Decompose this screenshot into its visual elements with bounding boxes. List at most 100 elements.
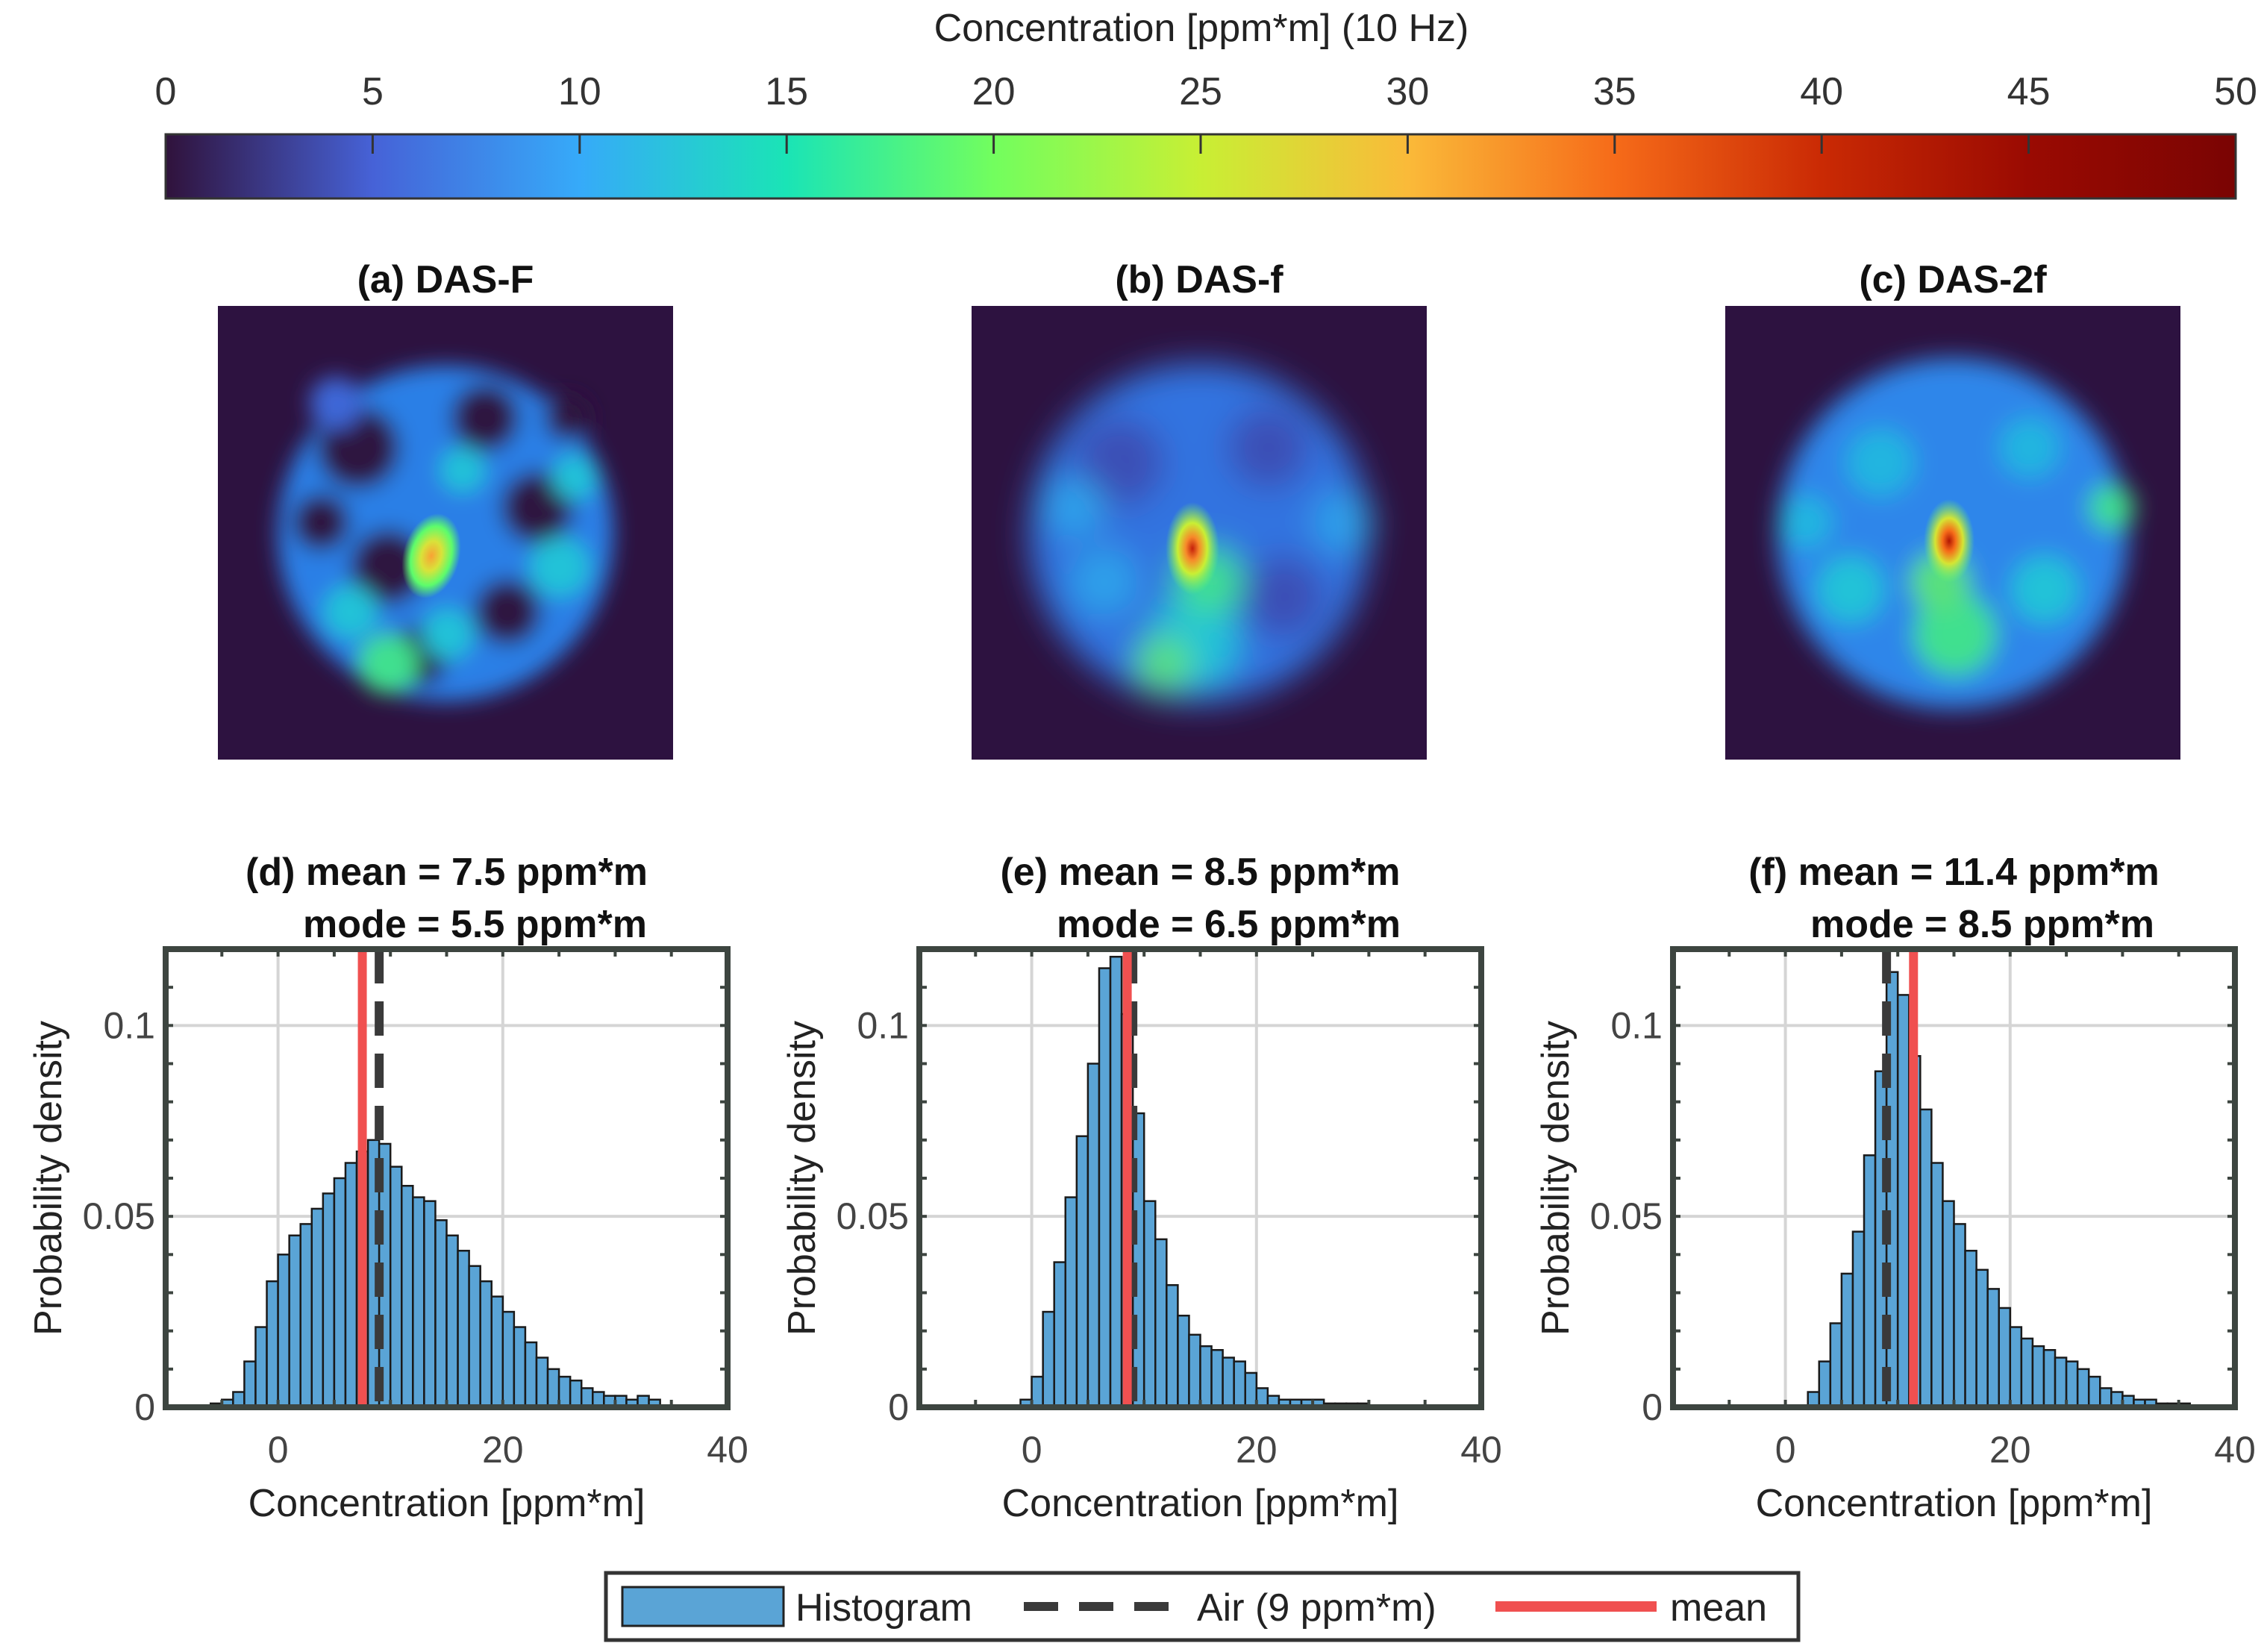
map-a-title: (a) DAS-F	[357, 258, 534, 301]
y-tick-label: 0.05	[83, 1195, 155, 1237]
x-tick-label: 40	[707, 1429, 748, 1471]
colorbar-tick-labels: 0 5 10 15 20 25 30 35 40 45 50	[155, 70, 2257, 113]
histogram-bar	[389, 1166, 403, 1409]
histogram-bar	[1829, 1322, 1843, 1409]
histogram-bar	[277, 1254, 290, 1409]
histogram-bar	[1098, 967, 1112, 1409]
colorbar-tick-label: 50	[2214, 70, 2257, 113]
histogram-bar	[1042, 1310, 1055, 1409]
histogram-bar	[2065, 1360, 2079, 1409]
histogram-bar	[288, 1234, 301, 1409]
histogram-bar	[2009, 1326, 2023, 1409]
map-c-field	[1777, 358, 2134, 709]
histogram-bar	[412, 1196, 425, 1409]
histogram-bar	[524, 1341, 538, 1409]
map-a: (a) DAS-F	[218, 258, 673, 760]
x-tick-label: 20	[1989, 1429, 2031, 1471]
histogram-bar	[2042, 1349, 2057, 1409]
histogram-title-line1: (f) mean = 11.4 ppm*m	[1748, 851, 2160, 894]
histogram-bar	[1166, 1284, 1179, 1409]
map-b: (b) DAS-f	[972, 258, 1427, 760]
histogram-title-line2: mode = 6.5 ppm*m	[1057, 903, 1401, 946]
histogram-bar	[333, 1177, 347, 1409]
x-tick-label: 0	[268, 1429, 289, 1471]
histogram-bar	[1863, 1154, 1877, 1409]
histogram-bar	[401, 1184, 414, 1409]
colorbar-tick-label: 15	[765, 70, 808, 113]
x-tick-label: 40	[2214, 1429, 2256, 1471]
x-tick-label: 40	[1460, 1429, 1502, 1471]
histogram-bar	[266, 1280, 279, 1409]
histogram-bar	[1064, 1196, 1078, 1409]
histogram-bar	[1188, 1333, 1201, 1409]
y-tick-label: 0.1	[857, 1004, 909, 1046]
x-axis-label: Concentration [ppm*m]	[1756, 1482, 2153, 1525]
histogram-bar	[299, 1223, 313, 1409]
colorbar-title: Concentration [ppm*m] (10 Hz)	[934, 7, 1469, 50]
histogram-bar	[434, 1219, 448, 1409]
histogram-e: (e) mean = 8.5 ppm*m mode = 6.5 ppm*m 0 20 4…	[781, 851, 1502, 1525]
histogram-bar	[1930, 1162, 1944, 1409]
histogram-bar	[1031, 1375, 1044, 1409]
y-tick-label: 0	[134, 1386, 155, 1428]
histogram-bar	[344, 1162, 358, 1409]
histogram-bar	[1964, 1249, 1977, 1409]
map-b-title: (b) DAS-f	[1115, 258, 1283, 301]
legend-histogram-label: Histogram	[795, 1586, 972, 1630]
histogram-bar	[2054, 1357, 2068, 1409]
histogram-bar	[322, 1192, 336, 1409]
histogram-bar	[546, 1368, 560, 1409]
x-axis-label: Concentration [ppm*m]	[1002, 1482, 1399, 1525]
colorbar-tick-label: 40	[1800, 70, 1843, 113]
histogram-bar	[2076, 1368, 2090, 1409]
x-axis-label: Concentration [ppm*m]	[248, 1482, 645, 1525]
histogram-bar	[1244, 1371, 1258, 1409]
histogram-bar	[479, 1280, 493, 1409]
colorbar: Concentration [ppm*m] (10 Hz) 0 5 10 15 20 25…	[155, 7, 2257, 200]
map-c: (c) DAS-2f	[1725, 258, 2180, 760]
x-tick-label: 0	[1022, 1429, 1042, 1471]
histogram-bar	[243, 1360, 257, 1409]
histogram-f: (f) mean = 11.4 ppm*m mode = 8.5 ppm*m 0 20…	[1534, 851, 2256, 1525]
histogram-title-line1: (d) mean = 7.5 ppm*m	[246, 851, 648, 894]
y-tick-label: 0	[888, 1386, 909, 1428]
histogram-bar	[1222, 1357, 1235, 1409]
histogram-bar	[1986, 1288, 2000, 1409]
histogram-bar	[1975, 1268, 1989, 1409]
histogram-bar	[468, 1265, 481, 1409]
histogram-bar	[1953, 1223, 1966, 1409]
y-tick-label: 0	[1642, 1386, 1663, 1428]
histogram-bar	[445, 1234, 459, 1409]
y-axis-label: Probability density	[27, 1021, 70, 1336]
histogram-title-line1: (e) mean = 8.5 ppm*m	[1000, 851, 1400, 894]
histogram-bar	[1851, 1230, 1866, 1409]
colorbar-tick-label: 35	[1593, 70, 1636, 113]
histogram-bar	[535, 1357, 549, 1409]
histogram-bar	[1142, 1200, 1157, 1409]
histogram-bar	[2031, 1345, 2045, 1409]
histogram-bar	[1154, 1238, 1168, 1409]
histogram-bar	[1942, 1200, 1955, 1409]
y-tick-label: 0.1	[1610, 1004, 1663, 1046]
histogram-bar	[1896, 994, 1910, 1409]
colorbar-tick-label: 45	[2007, 70, 2051, 113]
histogram-bar	[310, 1207, 325, 1409]
legend-histogram-swatch	[621, 1586, 785, 1627]
histogram-bar	[501, 1310, 516, 1409]
histogram-bar	[1131, 1112, 1145, 1409]
histogram-bar	[2020, 1337, 2034, 1409]
histogram-bar	[1053, 1261, 1067, 1409]
histogram-bar	[1818, 1360, 1832, 1409]
histogram-bar	[569, 1379, 583, 1409]
histogram-bar	[1075, 1135, 1089, 1409]
histogram-bar	[1210, 1349, 1224, 1409]
y-tick-label: 0.05	[1590, 1195, 1663, 1237]
histogram-bar	[1919, 1108, 1933, 1409]
histogram-d: (d) mean = 7.5 ppm*m mode = 5.5 ppm*m 0 20 4…	[27, 851, 748, 1525]
legend: Histogram Air (9 ppm*m) mean	[604, 1571, 1801, 1642]
x-tick-label: 20	[1236, 1429, 1278, 1471]
y-tick-label: 0.05	[837, 1195, 909, 1237]
colorbar-tick-label: 25	[1179, 70, 1222, 113]
histogram-title-line2: mode = 5.5 ppm*m	[303, 903, 647, 946]
histogram-title-line2: mode = 8.5 ppm*m	[1810, 903, 2154, 946]
